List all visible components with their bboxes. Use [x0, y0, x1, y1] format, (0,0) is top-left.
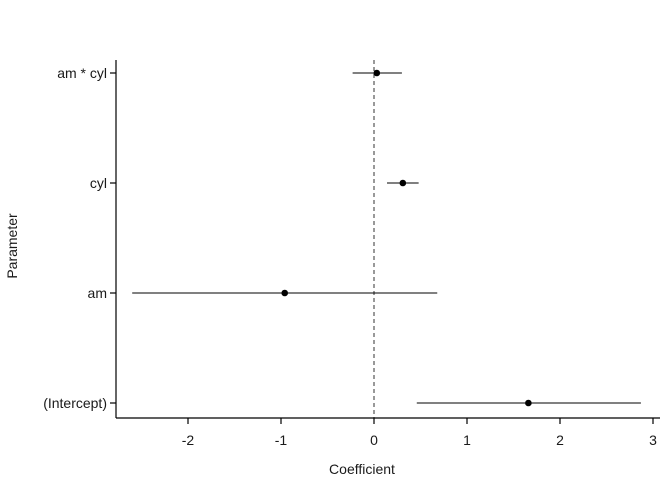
y-axis-ticks: am * cyl cyl am (Intercept): [43, 65, 116, 411]
x-tick-label: 2: [556, 432, 564, 448]
estimate-point: [399, 179, 407, 187]
estimate-point: [373, 69, 381, 77]
estimate-point: [281, 289, 289, 297]
x-tick-label: -2: [182, 432, 195, 448]
y-axis-title: Parameter: [4, 213, 20, 279]
x-tick-label: 3: [649, 432, 657, 448]
x-axis-title: Coefficient: [329, 461, 395, 477]
estimate-point: [525, 399, 532, 407]
x-tick-label: 0: [370, 432, 378, 448]
y-tick-label: (Intercept): [43, 395, 107, 411]
x-axis-ticks: -2 -1 0 1 2 3: [182, 418, 657, 448]
x-tick-label: -1: [275, 432, 288, 448]
x-tick-label: 1: [463, 432, 471, 448]
y-tick-label: am * cyl: [57, 65, 107, 81]
chart-marks: [132, 69, 641, 407]
y-tick-label: am: [88, 285, 107, 301]
y-tick-label: cyl: [90, 175, 107, 191]
